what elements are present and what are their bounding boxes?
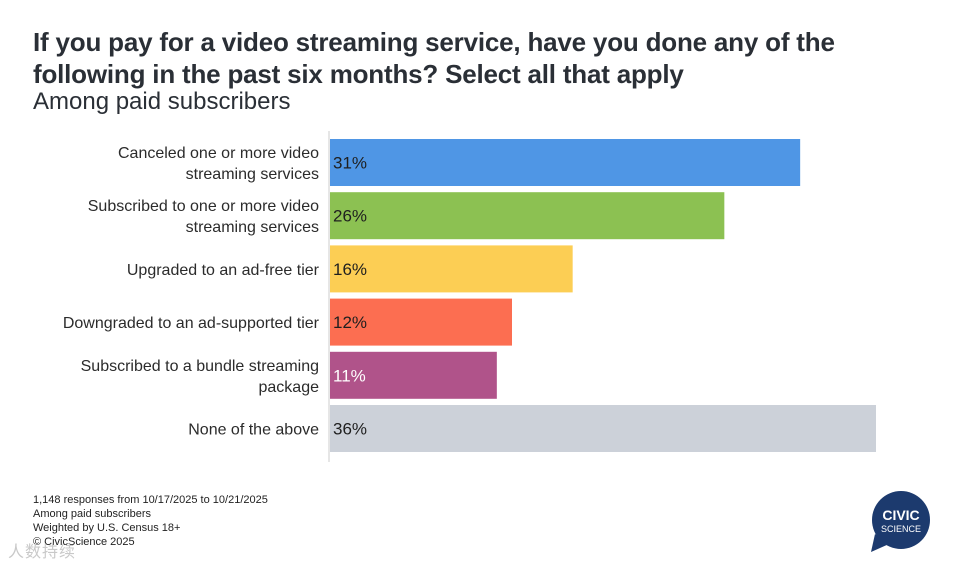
- data-label: 36%: [333, 420, 367, 439]
- bar: [330, 139, 801, 186]
- civicscience-logo: CIVIC SCIENCE: [871, 491, 930, 552]
- data-label: 12%: [333, 313, 367, 332]
- category-label: package: [259, 379, 320, 396]
- category-label: Canceled one or more video: [118, 145, 319, 162]
- bar: [330, 351, 497, 399]
- category-label: streaming services: [186, 166, 319, 183]
- bar: [330, 405, 876, 452]
- footer-copyright: © CivicScience 2025: [33, 536, 135, 548]
- chart-subtitle: Among paid subscribers: [33, 88, 291, 115]
- category-label: Downgraded to an ad-supported tier: [63, 315, 320, 332]
- category-label: Subscribed to one or more video: [88, 198, 319, 215]
- category-label: streaming services: [186, 219, 319, 236]
- category-label: Subscribed to a bundle streaming: [81, 358, 319, 375]
- logo-text-science: SCIENCE: [881, 524, 921, 534]
- footer-population: Among paid subscribers: [33, 508, 152, 520]
- data-label: 31%: [333, 154, 367, 173]
- watermark: 人数持续: [8, 544, 77, 561]
- footer-weighting: Weighted by U.S. Census 18+: [33, 522, 181, 534]
- logo-text-civic: CIVIC: [882, 507, 919, 523]
- category-label: None of the above: [188, 422, 319, 439]
- category-label: Upgraded to an ad-free tier: [127, 262, 320, 279]
- chart-title: If you pay for a video streaming service…: [33, 27, 835, 89]
- data-label: 16%: [333, 260, 367, 279]
- bar: [330, 245, 573, 293]
- bar: [330, 298, 512, 346]
- bar: [330, 192, 725, 240]
- data-label: 11%: [333, 366, 366, 385]
- footer-responses: 1,148 responses from 10/17/2025 to 10/21…: [33, 494, 268, 506]
- footer-notes: 1,148 responses from 10/17/2025 to 10/21…: [33, 493, 268, 549]
- data-label: 26%: [333, 207, 367, 226]
